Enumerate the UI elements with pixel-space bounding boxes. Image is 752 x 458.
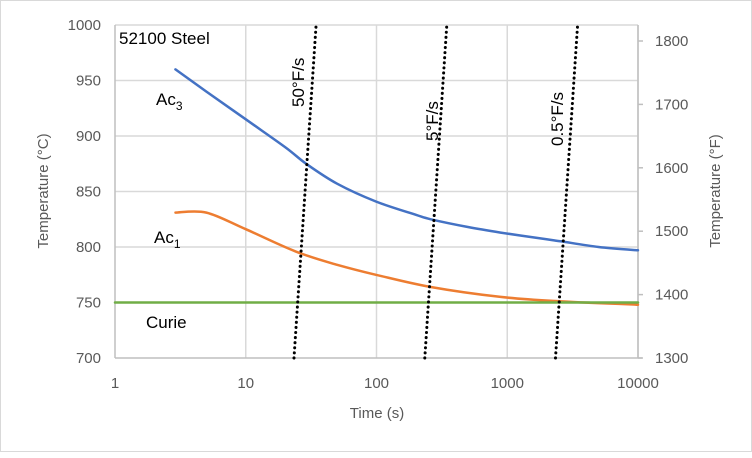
y-tick-label: 750 bbox=[76, 295, 101, 312]
y-tick-label: 1000 bbox=[68, 17, 101, 34]
y2-tick-label: 1300 bbox=[655, 350, 688, 367]
x-axis-label: Time (s) bbox=[350, 405, 404, 422]
x-tick-label: 100 bbox=[364, 375, 389, 392]
y2-tick-label: 1700 bbox=[655, 96, 688, 113]
y-tick-label: 800 bbox=[76, 239, 101, 256]
y2-tick-label: 1500 bbox=[655, 223, 688, 240]
rate-50-label: 50°F/s bbox=[289, 58, 308, 107]
chart-title: 52100 Steel bbox=[119, 29, 210, 48]
x-tick-label: 10 bbox=[237, 375, 254, 392]
ac1-label-subscript: 1 bbox=[174, 237, 181, 251]
series-line-50-f-s bbox=[292, 23, 318, 360]
y2-tick-label: 1600 bbox=[655, 160, 688, 177]
series-line-ac1 bbox=[174, 210, 640, 306]
y-tick-label: 900 bbox=[76, 128, 101, 145]
series-layer bbox=[113, 23, 640, 360]
series-line-0-5-f-s bbox=[554, 23, 580, 360]
y-tick-label: 950 bbox=[76, 73, 101, 90]
x-tick-label: 10000 bbox=[617, 375, 659, 392]
rate-0.5-label: 0.5°F/s bbox=[548, 92, 567, 146]
y-tick-label: 850 bbox=[76, 184, 101, 201]
y-tick-label: 700 bbox=[76, 350, 101, 367]
y2-tick-label: 1800 bbox=[655, 33, 688, 50]
x-tick-label: 1 bbox=[111, 375, 119, 392]
curie-label: Curie bbox=[146, 313, 187, 332]
y2-tick-label: 1400 bbox=[655, 287, 688, 304]
series-line-ac3 bbox=[174, 68, 640, 252]
ac3-label-subscript: 3 bbox=[176, 99, 183, 113]
x-tick-label: 1000 bbox=[491, 375, 524, 392]
y2-axis-label: Temperature (°F) bbox=[707, 134, 724, 248]
rate-5-label: 5°F/s bbox=[423, 101, 442, 141]
ac3-label: Ac3 bbox=[156, 90, 183, 113]
y-axis-label: Temperature (°C) bbox=[35, 133, 52, 248]
series-line-5-f-s bbox=[423, 23, 449, 360]
